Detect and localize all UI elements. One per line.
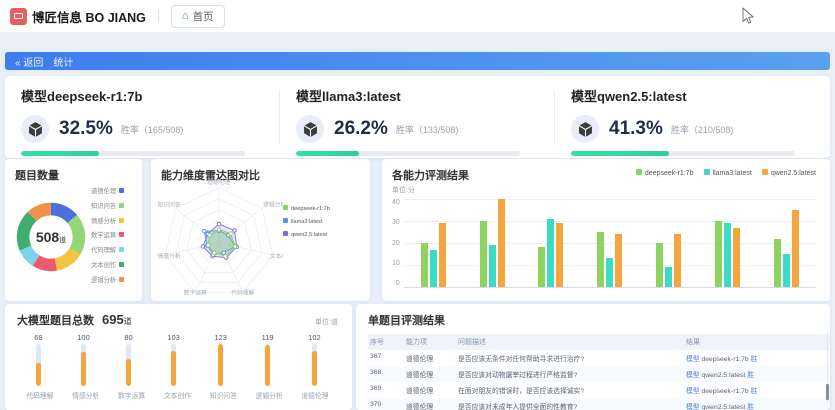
svg-text:代码理解: 代码理解 <box>231 288 254 295</box>
svg-text:知识问答: 知识问答 <box>158 200 181 208</box>
svg-text:道德伦理: 道德伦理 <box>207 179 230 186</box>
svg-text:数字运算: 数字运算 <box>184 288 207 295</box>
svg-text:情感分析: 情感分析 <box>158 252 181 260</box>
svg-text:逻辑分析: 逻辑分析 <box>263 200 283 208</box>
